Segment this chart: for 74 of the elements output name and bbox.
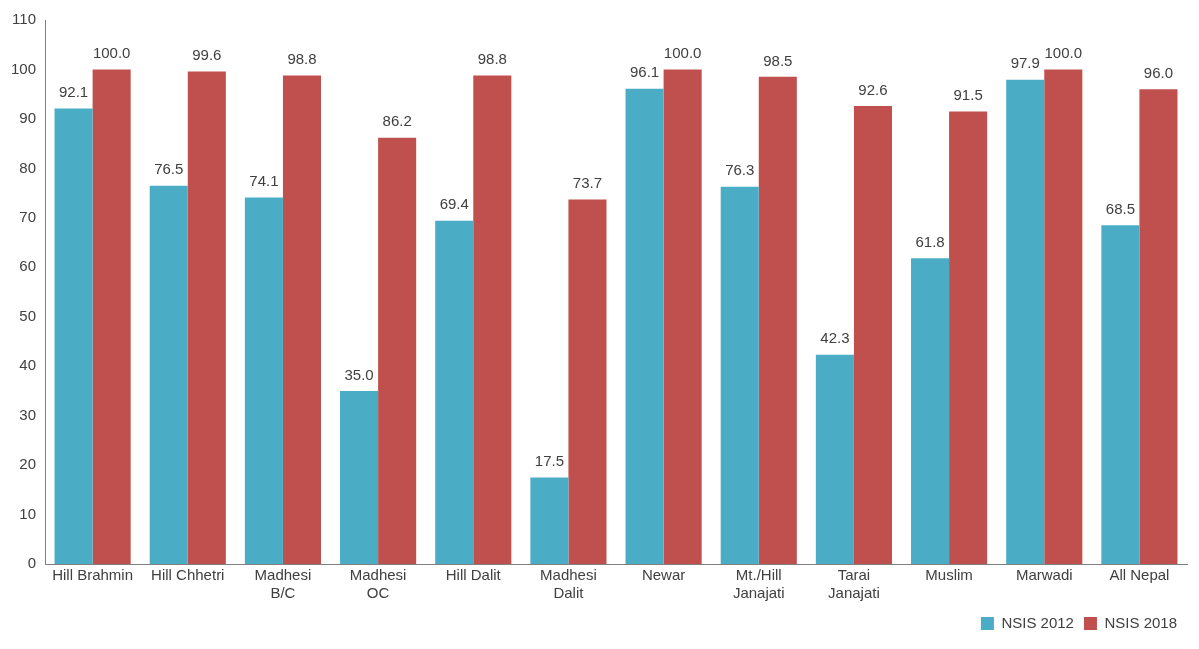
y-tick-label: 60: [19, 257, 37, 275]
y-tick-label: 40: [19, 356, 37, 374]
data-label: 100.0: [663, 44, 702, 62]
legend-label: NSIS 2018: [1104, 613, 1177, 631]
bar: [758, 76, 797, 564]
bar: [92, 69, 131, 564]
data-label: 91.5: [953, 86, 983, 104]
bar: [1101, 225, 1140, 564]
y-tick-label: 110: [12, 10, 37, 28]
y-tick-label: 50: [19, 306, 37, 324]
bar: [949, 111, 988, 564]
y-tick-label: 10: [19, 504, 37, 522]
bar: [149, 185, 188, 564]
x-tick-label: Marwadi: [1015, 566, 1073, 584]
data-label: 98.8: [477, 50, 507, 68]
data-label: 96.1: [629, 63, 660, 81]
y-tick-label: 30: [19, 405, 37, 423]
data-label: 74.1: [249, 172, 279, 190]
data-label: 98.5: [763, 51, 793, 69]
x-tick-label: Hill Chhetri: [151, 566, 225, 584]
bar: [187, 71, 226, 564]
data-label: 97.9: [1010, 54, 1040, 72]
data-label: 86.2: [382, 112, 412, 130]
bar: [340, 390, 379, 564]
bar: [378, 137, 417, 564]
x-tick-label: All Nepal: [1109, 566, 1170, 584]
bar: [625, 88, 664, 564]
x-tick-label: Madhesi OC: [349, 566, 407, 602]
bar: [1006, 79, 1045, 564]
y-tick-label: 0: [27, 554, 37, 572]
bar: [244, 197, 283, 564]
bar: [1139, 89, 1178, 564]
data-label: 76.3: [725, 161, 755, 179]
bar: [282, 75, 321, 564]
data-label: 35.0: [344, 365, 374, 383]
y-tick-label: 70: [19, 207, 37, 225]
x-tick-label: Muslim: [925, 566, 973, 584]
data-label: 76.5: [154, 160, 184, 178]
data-label: 100.0: [1044, 44, 1083, 62]
x-tick-label: Tarai Janajati: [828, 566, 880, 602]
bar: [54, 108, 93, 564]
y-tick-label: 90: [19, 109, 37, 127]
x-tick-label: Hill Brahmin: [52, 566, 134, 584]
data-label: 69.4: [439, 195, 469, 213]
y-tick-label: 20: [19, 455, 37, 473]
bar: [568, 199, 607, 564]
bar: [1044, 69, 1083, 564]
data-label: 98.8: [287, 50, 317, 68]
data-label: 73.7: [572, 174, 603, 192]
x-tick-label: Hill Dalit: [445, 566, 502, 584]
data-label: 68.5: [1105, 199, 1135, 217]
y-tick-label: 80: [19, 158, 37, 176]
x-tick-label: Madhesi Dalit: [540, 566, 597, 602]
x-tick-label: Newar: [641, 566, 686, 584]
bar: [911, 258, 950, 564]
x-tick-label: Mt./Hill Janajati: [732, 566, 785, 602]
bar: [663, 69, 702, 564]
x-tick-label: Madhesi B/C: [254, 566, 312, 602]
data-label: 42.3: [820, 329, 850, 347]
bar: [530, 477, 569, 564]
bar: [720, 186, 759, 564]
bar: [815, 354, 854, 564]
data-label: 17.5: [534, 452, 564, 470]
data-label: 61.8: [915, 233, 945, 251]
y-tick-label: 100: [11, 59, 37, 77]
legend-label: NSIS 2012: [1001, 613, 1074, 631]
data-label: 92.1: [58, 83, 89, 101]
data-label: 92.6: [858, 80, 888, 98]
bar: [435, 220, 474, 564]
data-label: 99.6: [192, 46, 222, 64]
data-label: 96.0: [1143, 63, 1174, 81]
bar: [853, 106, 892, 564]
data-label: 100.0: [92, 44, 131, 62]
bar: [473, 75, 512, 564]
